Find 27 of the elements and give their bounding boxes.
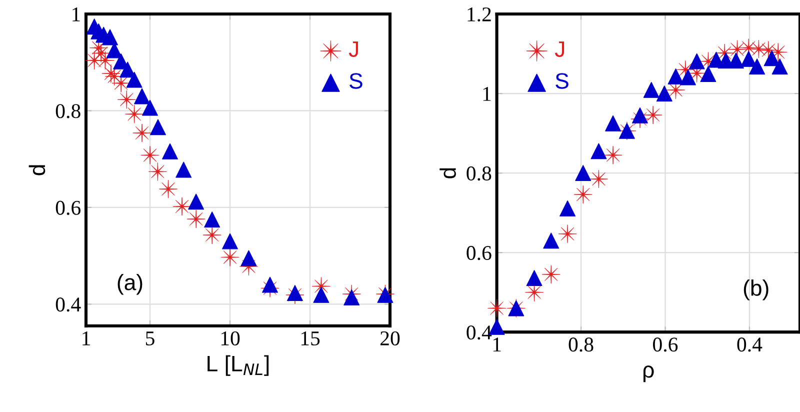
x-tick-label: 0.4: [737, 338, 762, 352]
x-tick-label: 20: [380, 331, 400, 346]
y-tick-label: 1: [483, 87, 491, 101]
annotation: (a): [118, 274, 142, 295]
text: J: [554, 41, 564, 57]
x-axis-title: ρ: [644, 366, 654, 382]
legend-label: J: [348, 41, 358, 57]
x-tick-label: 15: [301, 331, 320, 346]
y-tick-label: 0.4: [56, 298, 81, 312]
legend-label: S: [350, 73, 362, 89]
y-tick-label: 0.6: [466, 246, 492, 260]
x-tick-label: 0.6: [653, 338, 678, 352]
y-tick-label: 1.2: [468, 7, 491, 22]
y-tick-label: 0.8: [466, 166, 492, 181]
y-axis-title: d: [28, 165, 46, 176]
x-tick-label: 0.8: [568, 338, 594, 352]
text: S: [556, 73, 568, 89]
x-tick-label: 5: [146, 332, 154, 346]
x-tick-label: 1: [82, 331, 90, 346]
x-tick-label: 1: [493, 338, 501, 352]
x-tick-label: 10: [221, 331, 240, 346]
y-axis-title: d: [440, 168, 456, 178]
x-axis-title: L [L$_{NL}$]: [208, 355, 269, 376]
y-tick-label: 1: [72, 7, 80, 22]
y-tick-label: 0.6: [56, 200, 81, 215]
annotation: (b): [744, 280, 768, 300]
y-tick-label: 0.8: [56, 104, 80, 118]
